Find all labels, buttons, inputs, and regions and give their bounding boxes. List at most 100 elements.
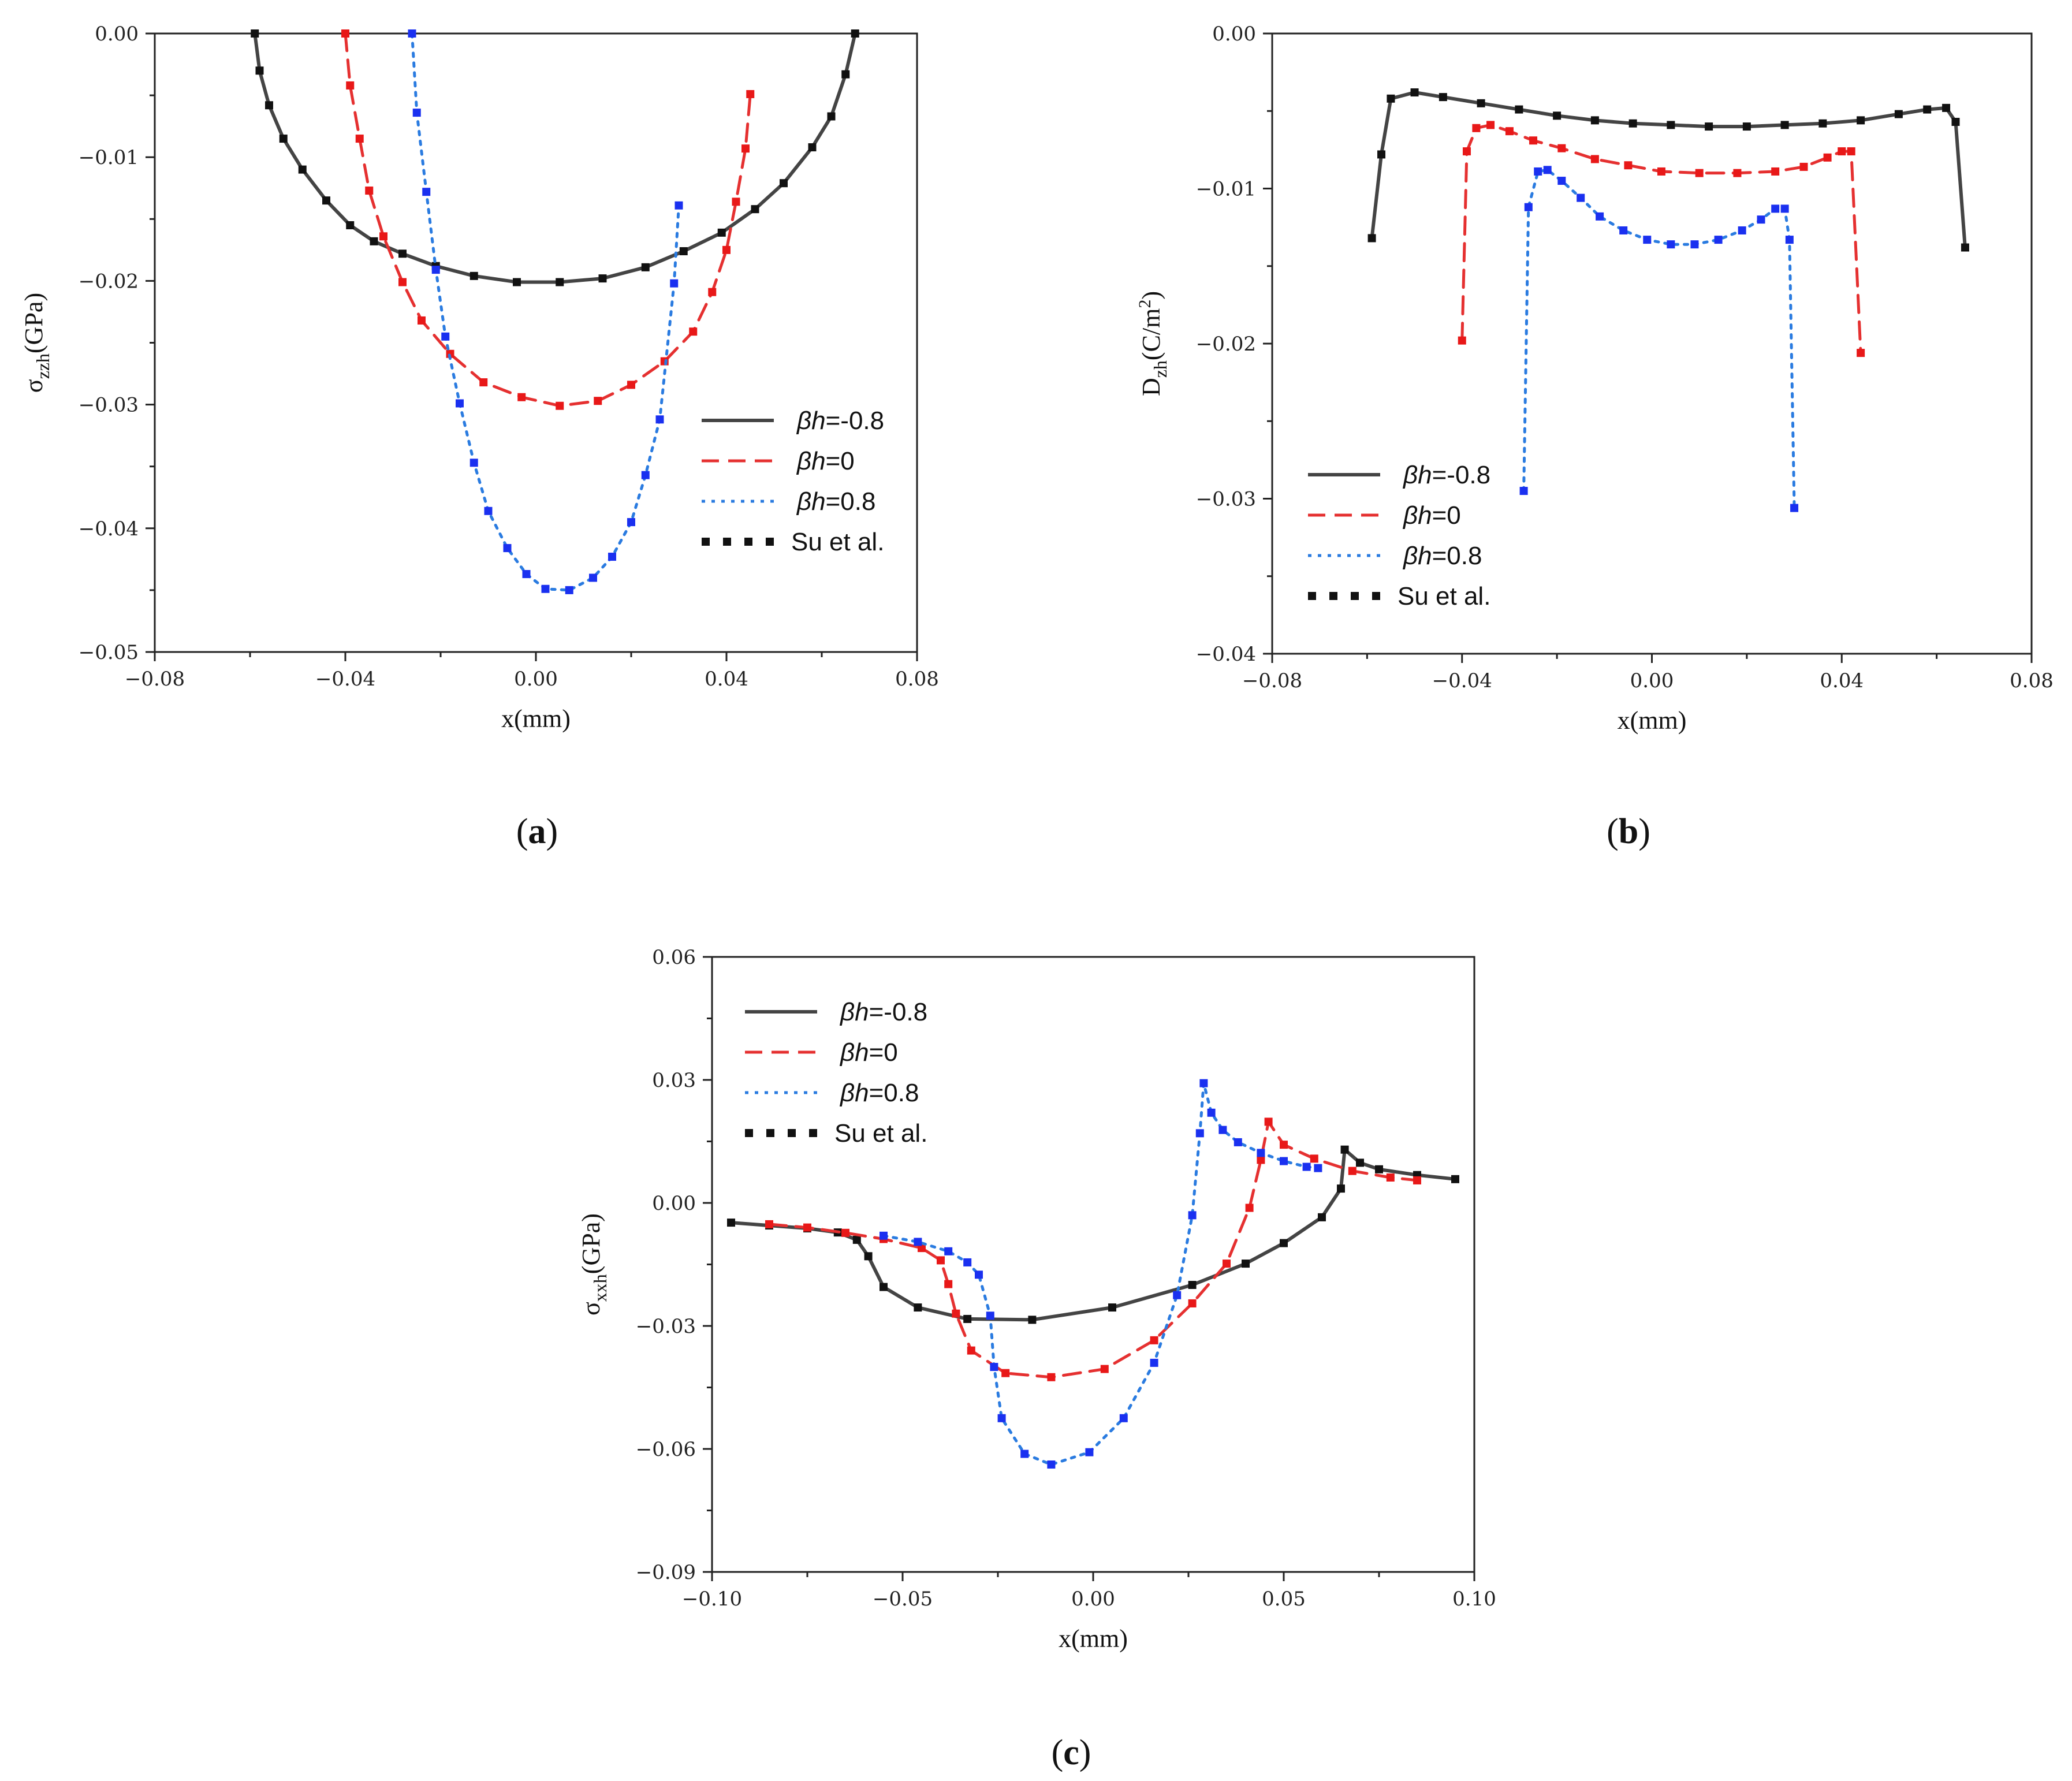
series-0-marker: [469, 271, 478, 280]
series-2-marker: [1780, 204, 1789, 213]
legend-label-1: βh=0: [1402, 501, 1461, 530]
series-0-marker: [556, 278, 564, 286]
caption-close: ): [546, 812, 558, 851]
series-2-marker: [1667, 240, 1675, 249]
series-2-marker: [1619, 226, 1628, 234]
legend-marker: [1351, 592, 1359, 600]
y-axis-label: Dzh(C/m2): [1135, 291, 1171, 396]
y-tick-label: −0.01: [79, 146, 139, 169]
series-1-marker: [1001, 1369, 1010, 1377]
series-0-marker: [1242, 1260, 1250, 1268]
series-2-marker: [456, 399, 464, 408]
series-1-marker: [1733, 169, 1742, 177]
series-1-marker: [708, 288, 717, 296]
series-1-marker: [689, 327, 698, 336]
series-0-marker: [1951, 118, 1960, 126]
y-tick-label: −0.03: [636, 1315, 696, 1338]
series-1-marker: [1771, 167, 1780, 176]
series-1-marker: [1257, 1156, 1265, 1164]
legend-label-0: βh=-0.8: [796, 407, 884, 435]
series-0-marker: [1318, 1213, 1326, 1221]
series-1-marker: [1472, 124, 1481, 132]
series-1-marker: [967, 1346, 975, 1355]
series-0-marker: [780, 179, 788, 188]
series-0-marker: [1705, 122, 1713, 131]
series-2-marker: [1188, 1211, 1197, 1220]
caption-letter: c: [1063, 1733, 1079, 1772]
y-axis-label-unit: (C/m: [1137, 308, 1165, 360]
legend-label-value: =0: [826, 447, 855, 475]
legend-label-italic: βh: [1402, 542, 1432, 570]
series-2-marker: [469, 459, 478, 467]
series-1-marker: [918, 1244, 926, 1253]
series-0-marker: [1356, 1158, 1364, 1167]
series-1-marker: [1505, 127, 1514, 136]
y-axis-label-close: ): [1137, 291, 1165, 300]
legend-marker: [1372, 592, 1380, 600]
series-1-marker: [722, 245, 731, 254]
plot-frame: [154, 32, 918, 653]
series-1-marker: [1458, 336, 1466, 345]
x-tick-label: −0.10: [682, 1588, 742, 1611]
series-2-marker: [1577, 193, 1585, 202]
series-2-marker: [670, 279, 679, 288]
legend-label-su-et-al: Su et al.: [791, 528, 884, 556]
x-axis-label: x(mm): [1618, 706, 1687, 735]
legend-label-italic: βh: [1402, 461, 1432, 489]
series-1-marker: [1413, 1176, 1421, 1184]
series-2-marker: [1302, 1163, 1311, 1171]
series-2-marker: [431, 266, 440, 274]
x-tick-label: 0.04: [705, 668, 748, 691]
series-0-marker: [298, 165, 307, 174]
y-tick-label: −0.05: [79, 641, 139, 664]
series-0-marker: [827, 112, 836, 121]
legend: βh=-0.8βh=0βh=0.8Su et al.: [745, 998, 927, 1147]
series-0-marker: [1028, 1316, 1037, 1324]
series-0-marker: [1515, 105, 1523, 114]
caption-open: (: [1052, 1733, 1064, 1772]
y-tick-label: 0.06: [652, 946, 696, 969]
series-0-marker: [808, 143, 817, 152]
series-2-marker: [522, 570, 531, 579]
legend-label-su-et-al: Su et al.: [1398, 582, 1490, 610]
x-tick-label: 0.00: [514, 668, 558, 691]
legend-label-1: βh=0: [796, 447, 855, 475]
series-0-marker: [1894, 110, 1903, 118]
series-0-marker: [1818, 119, 1827, 128]
y-tick-label: 0.00: [95, 23, 139, 46]
series-1-marker: [1348, 1167, 1357, 1175]
series-1-marker: [379, 232, 387, 241]
series-2-marker: [1785, 236, 1794, 244]
caption-open: (: [516, 812, 528, 851]
series-2-marker: [1047, 1460, 1056, 1469]
panel-caption-c: (c): [1052, 1733, 1091, 1772]
series-0-marker: [914, 1303, 922, 1312]
series-2-marker: [408, 29, 416, 38]
series-1-marker: [1857, 349, 1865, 357]
legend-label-value: =-0.8: [1432, 461, 1491, 489]
series-0-marker: [1923, 105, 1932, 114]
x-axis-label: x(mm): [501, 705, 571, 733]
series-2-marker: [589, 573, 597, 582]
series-1-marker: [1590, 155, 1599, 163]
series-0-marker: [1857, 116, 1865, 125]
series-line-2: [1522, 168, 1796, 510]
series-2-marker: [627, 518, 635, 527]
series-0-marker: [322, 196, 330, 205]
y-tick-label: −0.02: [79, 270, 139, 293]
x-tick-label: −0.04: [1432, 669, 1492, 692]
y-tick-label: −0.02: [1196, 333, 1256, 356]
legend-label-italic: βh: [1402, 501, 1432, 530]
series-0-marker: [1337, 1184, 1345, 1193]
series-1-marker: [1280, 1141, 1288, 1149]
series-1-marker: [1264, 1117, 1273, 1126]
series-2-marker: [1524, 203, 1533, 211]
series-1-marker: [341, 29, 349, 38]
series-0-marker: [255, 66, 264, 75]
series-0-marker: [751, 205, 759, 214]
series-2-marker: [1557, 177, 1566, 185]
series-2-marker: [1195, 1129, 1204, 1138]
legend-label-italic: βh: [839, 998, 869, 1026]
series-2-marker: [1757, 215, 1765, 224]
series-0-marker: [717, 228, 726, 237]
